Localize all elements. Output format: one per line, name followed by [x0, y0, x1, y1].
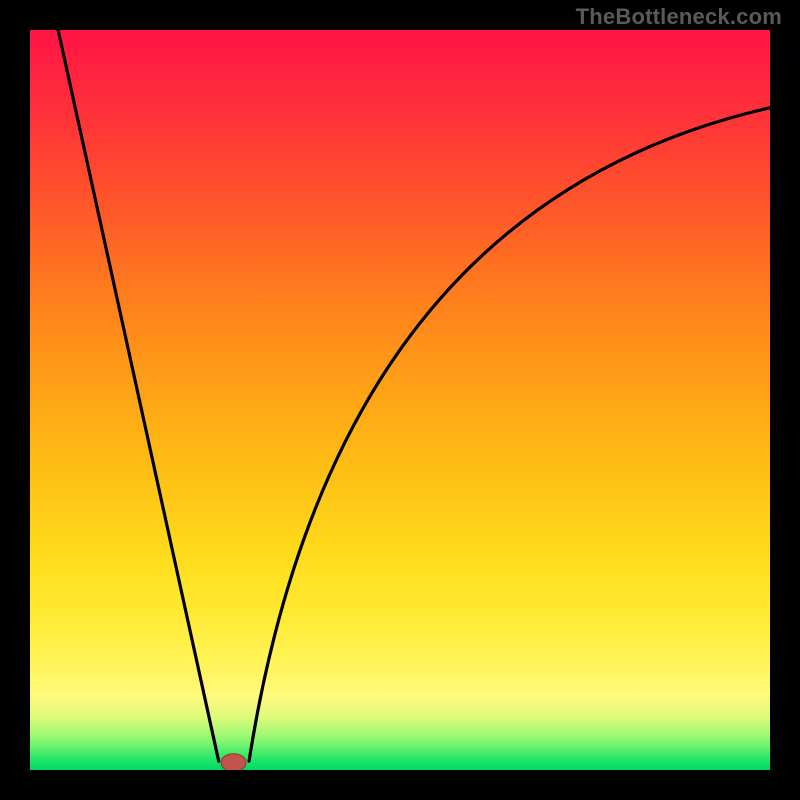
plot-area	[30, 30, 770, 770]
minimum-marker	[221, 754, 246, 770]
bottleneck-chart	[30, 30, 770, 770]
chart-frame: TheBottleneck.com	[0, 0, 800, 800]
watermark-text: TheBottleneck.com	[576, 4, 782, 30]
